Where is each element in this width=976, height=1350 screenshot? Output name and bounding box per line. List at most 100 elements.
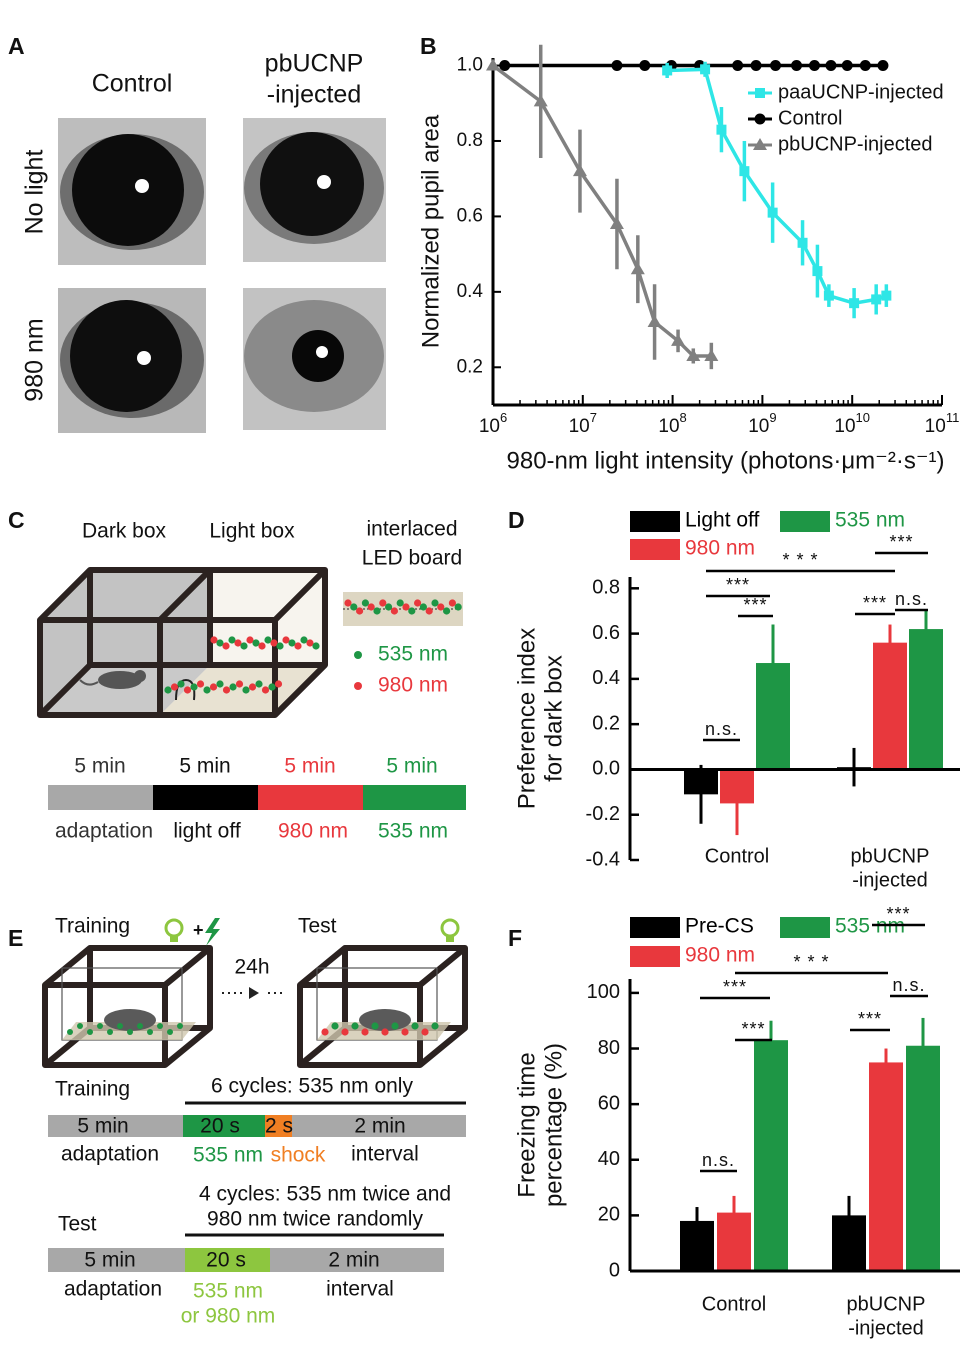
marker	[808, 60, 820, 72]
led	[274, 680, 283, 688]
segment: 5 min	[84, 1249, 135, 1272]
bar	[754, 1040, 788, 1271]
panel-letter: F	[508, 925, 522, 951]
significance-label: ***	[889, 532, 913, 552]
marker	[533, 94, 548, 107]
marker	[841, 60, 853, 72]
led	[229, 683, 237, 691]
led	[385, 603, 393, 611]
tick-base: 10	[569, 416, 590, 437]
y-tick-label: 0.6	[592, 622, 620, 644]
marker	[881, 290, 892, 301]
phase: or 980 nm	[181, 1305, 276, 1328]
led	[443, 607, 451, 615]
legend-swatch	[630, 539, 680, 560]
significance-label: ***	[723, 977, 747, 997]
test-timeline	[48, 1248, 444, 1272]
row-label: 980 nm	[21, 318, 49, 401]
bar	[756, 663, 790, 770]
box-label: Dark box	[82, 520, 167, 543]
tick-exponent: 6	[500, 410, 507, 425]
tick-base: 10	[748, 416, 769, 437]
conditioning-boxes: +	[42, 918, 468, 1068]
led	[396, 599, 404, 607]
y-tick-label: 0.2	[457, 356, 483, 377]
marker	[700, 64, 711, 75]
y-tick-label: 0.8	[457, 130, 483, 151]
x-tick-label: 108	[658, 410, 686, 437]
led	[216, 680, 224, 688]
led	[258, 642, 266, 650]
led	[222, 642, 230, 650]
phase: interval	[351, 1143, 419, 1166]
tick-base: 10	[834, 416, 855, 437]
marker	[486, 58, 500, 71]
legend-label: 980 nm	[685, 944, 755, 967]
bar	[832, 1215, 866, 1271]
column-label: pbUCNP	[265, 50, 364, 78]
significance-label: n.s.	[702, 1150, 735, 1170]
led	[137, 1023, 143, 1029]
x-tick-label: -injected	[848, 1317, 924, 1339]
led	[373, 607, 381, 615]
y-tick-label: 0.2	[592, 712, 620, 734]
marker	[825, 60, 837, 72]
tick-exponent: 9	[769, 410, 776, 425]
legend-label: Control	[778, 107, 842, 129]
marker	[572, 164, 587, 177]
y-axis-title: Freezing time	[513, 1052, 540, 1197]
row-label: No light	[21, 150, 49, 235]
significance-label: n.s.	[895, 589, 928, 609]
led	[431, 599, 439, 607]
led	[203, 686, 211, 694]
row-label: Test	[58, 1213, 97, 1236]
legend-swatch	[630, 946, 680, 967]
tick-base: 10	[925, 416, 946, 437]
led	[408, 607, 416, 615]
significance-label: * * *	[782, 550, 818, 570]
legend-swatch	[630, 917, 680, 938]
segment: 20 s	[200, 1115, 240, 1138]
y-tick-label: 0.4	[457, 281, 484, 302]
segment: 2 min	[354, 1115, 405, 1138]
led	[170, 683, 179, 691]
led	[268, 683, 276, 691]
significance-label: * * *	[793, 952, 829, 972]
led	[255, 680, 263, 688]
duration: 5 min	[179, 755, 230, 778]
y-tick-label: 20	[598, 1204, 620, 1226]
led	[381, 1028, 389, 1036]
phase: 980 nm	[278, 820, 348, 843]
phase: 535 nm	[193, 1280, 263, 1303]
legend-label: 535 nm	[835, 509, 905, 532]
led	[321, 1028, 329, 1036]
bar	[684, 769, 718, 795]
led	[234, 639, 242, 647]
led	[379, 599, 387, 607]
phase: adaptation	[55, 820, 153, 843]
led	[87, 1029, 93, 1035]
marker	[750, 60, 762, 72]
cycle-label: 6 cycles: 535 nm only	[211, 1075, 413, 1098]
tick-exponent: 8	[680, 410, 687, 425]
marker	[499, 60, 511, 72]
led	[367, 603, 375, 611]
led	[117, 1023, 123, 1029]
led	[448, 599, 456, 607]
x-tick-label: pbUCNP	[851, 845, 930, 867]
marker	[671, 333, 686, 346]
panel-letter: A	[8, 33, 25, 59]
marker	[877, 60, 889, 72]
marker	[639, 60, 651, 72]
significance-label: n.s.	[892, 975, 925, 995]
x-tick-label: 1011	[925, 410, 960, 437]
x-tick-label: -injected	[852, 869, 928, 891]
marker	[770, 60, 782, 72]
legend-label: 980 nm	[685, 537, 755, 560]
marker	[732, 60, 744, 72]
led	[77, 1023, 83, 1029]
marker	[686, 348, 701, 361]
phase: shock	[271, 1144, 326, 1167]
segment: 20 s	[206, 1249, 246, 1272]
